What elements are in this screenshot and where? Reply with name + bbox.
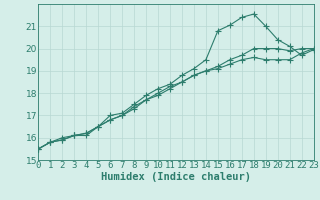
X-axis label: Humidex (Indice chaleur): Humidex (Indice chaleur): [101, 172, 251, 182]
